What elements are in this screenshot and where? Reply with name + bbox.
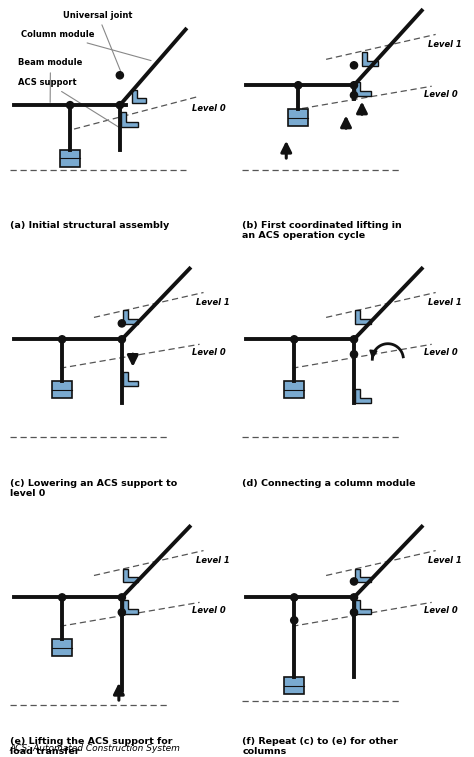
Polygon shape xyxy=(132,90,146,103)
Text: Column module: Column module xyxy=(21,30,151,61)
Polygon shape xyxy=(355,310,371,324)
Circle shape xyxy=(295,82,302,89)
Polygon shape xyxy=(355,389,371,403)
Text: (f) Repeat (c) to (e) for other
columns: (f) Repeat (c) to (e) for other columns xyxy=(242,737,398,756)
Text: Level 0: Level 0 xyxy=(424,606,457,615)
Circle shape xyxy=(291,336,298,343)
Text: Level 1: Level 1 xyxy=(196,298,229,307)
Polygon shape xyxy=(355,83,371,96)
Circle shape xyxy=(116,72,123,79)
Polygon shape xyxy=(355,600,371,614)
Text: Beam module: Beam module xyxy=(18,58,82,102)
Bar xyxy=(284,382,304,398)
Text: Level 1: Level 1 xyxy=(196,556,229,565)
Text: (a) Initial structural assembly: (a) Initial structural assembly xyxy=(10,221,170,229)
Text: Level 1: Level 1 xyxy=(428,556,462,565)
Polygon shape xyxy=(123,569,138,582)
Circle shape xyxy=(118,319,126,327)
Circle shape xyxy=(350,336,357,343)
Polygon shape xyxy=(123,310,138,324)
Circle shape xyxy=(350,82,357,89)
Circle shape xyxy=(350,578,357,585)
Circle shape xyxy=(291,617,298,624)
Bar xyxy=(52,639,72,656)
Bar xyxy=(284,677,304,694)
Text: (c) Lowering an ACS support to
level 0: (c) Lowering an ACS support to level 0 xyxy=(10,478,178,498)
Circle shape xyxy=(118,609,126,616)
Text: Level 1: Level 1 xyxy=(428,298,462,307)
Text: (e) Lifting the ACS support for
load transfer: (e) Lifting the ACS support for load tra… xyxy=(10,737,173,756)
Circle shape xyxy=(58,336,66,343)
Text: Level 0: Level 0 xyxy=(424,347,457,357)
Circle shape xyxy=(116,101,123,109)
Bar xyxy=(288,109,308,126)
Text: (b) First coordinated lifting in
an ACS operation cycle: (b) First coordinated lifting in an ACS … xyxy=(242,221,402,240)
Text: (d) Connecting a column module: (d) Connecting a column module xyxy=(242,478,416,488)
Polygon shape xyxy=(121,112,138,127)
Text: ACS: Automated Construction System: ACS: Automated Construction System xyxy=(9,744,180,753)
Circle shape xyxy=(118,593,126,601)
Circle shape xyxy=(350,62,357,69)
Text: Level 0: Level 0 xyxy=(191,347,225,357)
Circle shape xyxy=(118,336,126,343)
Circle shape xyxy=(350,609,357,616)
Polygon shape xyxy=(362,52,377,66)
Polygon shape xyxy=(355,569,371,582)
Bar xyxy=(52,382,72,398)
Text: Level 0: Level 0 xyxy=(424,90,457,98)
Text: Level 0: Level 0 xyxy=(191,104,225,113)
Circle shape xyxy=(350,92,357,99)
Bar xyxy=(60,150,80,167)
Text: Level 1: Level 1 xyxy=(428,40,462,49)
Circle shape xyxy=(66,101,73,109)
Circle shape xyxy=(350,593,357,601)
Circle shape xyxy=(350,350,357,358)
Circle shape xyxy=(291,593,298,601)
Polygon shape xyxy=(123,600,138,614)
Text: Level 0: Level 0 xyxy=(191,606,225,615)
Circle shape xyxy=(58,593,66,601)
Text: ACS support: ACS support xyxy=(18,78,119,128)
Polygon shape xyxy=(123,372,138,386)
Text: Universal joint: Universal joint xyxy=(63,11,133,72)
